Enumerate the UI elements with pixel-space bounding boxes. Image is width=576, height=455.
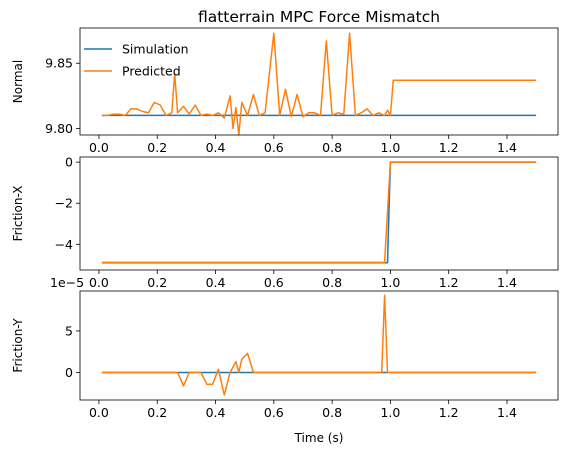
x-tick-label: 1.4 [497, 275, 517, 290]
x-tick-label: 0.2 [147, 405, 167, 420]
x-tick-label: 1.2 [439, 140, 459, 155]
series-line-predicted [101, 32, 537, 136]
subplot-1: 0.0 0.2 0.4 0.6 0.8 1.0 1.2 1.4 9.80 9.85 Normal Si… [11, 27, 559, 155]
series-line-predicted [101, 294, 537, 396]
x-tick-label: 1.0 [380, 405, 400, 420]
x-tick-label: 1.0 [380, 275, 400, 290]
x-axis-label: Time (s) [294, 431, 344, 445]
y-tick-label: −2 [55, 196, 73, 211]
x-tick-label: 1.0 [380, 140, 400, 155]
x-tick-label: 0.4 [206, 275, 226, 290]
plot-frame [79, 290, 559, 401]
y-axis-label: Normal [11, 60, 25, 103]
x-tick-label: 0.2 [147, 140, 167, 155]
x-tick-label: 0.4 [206, 405, 226, 420]
x-tick-label: 0.0 [89, 405, 109, 420]
y-tick-label: 9.80 [45, 121, 73, 136]
y-tick-label: 9.85 [45, 56, 73, 71]
x-tick-label: 0.0 [89, 275, 109, 290]
x-tick-label: 0.4 [206, 140, 226, 155]
legend: Simulation Predicted [84, 42, 189, 79]
y-tick-label: 5 [65, 323, 73, 338]
y-axis-label: Friction-Y [11, 318, 25, 373]
plot-frame [79, 27, 559, 136]
y-tick-label: 0 [65, 155, 73, 170]
y-offset-label: 1e−5 [50, 275, 84, 290]
x-tick-label: 0.8 [322, 140, 342, 155]
y-tick-label: 0 [65, 365, 73, 380]
x-tick-label: 0.8 [322, 275, 342, 290]
plot-frame [79, 156, 559, 271]
series-line-simulation [101, 161, 537, 264]
x-tick-label: 0.6 [264, 140, 284, 155]
x-tick-label: 1.4 [497, 405, 517, 420]
x-tick-label: 0.0 [89, 140, 109, 155]
x-tick-label: 1.2 [439, 405, 459, 420]
subplot-2: 0.0 0.2 0.4 0.6 0.8 1.0 1.2 1.4 −4 −2 0 Friction-X [11, 155, 559, 290]
x-tick-label: 0.8 [322, 405, 342, 420]
x-tick-label: 1.2 [439, 275, 459, 290]
y-axis-label: Friction-X [11, 186, 25, 242]
x-tick-label: 0.2 [147, 275, 167, 290]
subplot-3: 0.0 0.2 0.4 0.6 0.8 1.0 1.2 1.4 0 5 Friction-Y 1e−5 [11, 275, 559, 420]
y-tick-label: −4 [55, 237, 73, 252]
legend-label-simulation: Simulation [122, 42, 189, 57]
chart-title: flatterrain MPC Force Mismatch [198, 8, 440, 26]
series-line-predicted [101, 161, 537, 264]
x-tick-label: 1.4 [497, 140, 517, 155]
x-tick-label: 0.6 [264, 405, 284, 420]
x-tick-label: 0.6 [264, 275, 284, 290]
legend-label-predicted: Predicted [122, 64, 181, 79]
subplots: 0.0 0.2 0.4 0.6 0.8 1.0 1.2 1.4 9.80 9.85 Normal Si… [11, 27, 559, 420]
